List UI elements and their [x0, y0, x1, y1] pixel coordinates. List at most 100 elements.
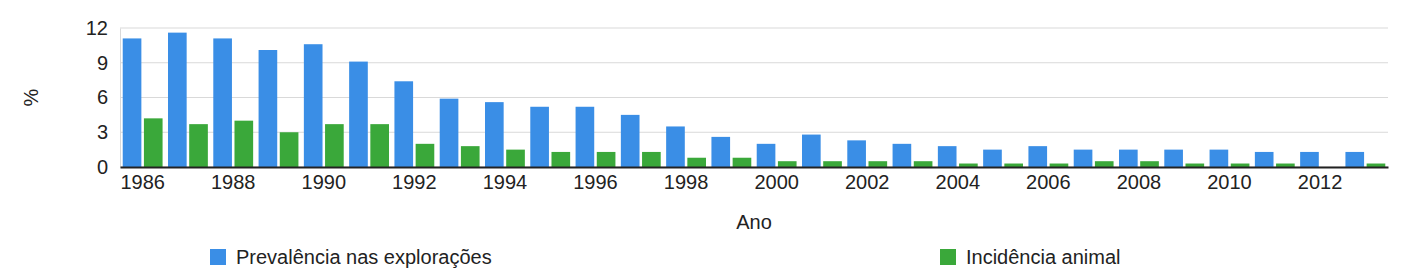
tick: 12	[86, 17, 120, 39]
tick-label: 1986	[120, 171, 165, 193]
legend-label: Prevalência nas explorações	[236, 246, 492, 268]
bar	[1164, 150, 1183, 167]
bar	[551, 152, 570, 167]
bar	[711, 137, 730, 167]
bar	[144, 118, 163, 167]
bar	[1300, 152, 1319, 167]
tick-label: 0	[97, 156, 108, 178]
grid-line	[120, 167, 1388, 168]
bar	[757, 144, 776, 167]
tick-label: 2006	[1026, 171, 1071, 193]
tick-label: 9	[97, 52, 108, 74]
tick: 1998	[664, 167, 709, 193]
tick: 9	[97, 52, 120, 74]
bar	[597, 152, 616, 167]
bar	[123, 38, 142, 167]
bar	[1255, 152, 1274, 167]
bar	[914, 161, 933, 167]
bar	[394, 81, 413, 167]
bar	[440, 99, 459, 167]
tick: 2002	[845, 167, 890, 193]
bar	[576, 107, 595, 167]
bar	[983, 150, 1002, 167]
bar	[461, 146, 480, 167]
bar	[778, 161, 797, 167]
y-axis-title: %	[20, 88, 42, 106]
bar	[370, 124, 389, 167]
bar	[280, 132, 299, 167]
tick: 2012	[1298, 167, 1343, 193]
legend: Prevalência nas explorações Incidência an…	[210, 246, 1121, 268]
bar	[666, 126, 685, 167]
bar	[1367, 164, 1386, 167]
bar	[189, 124, 208, 167]
bar	[1028, 146, 1047, 167]
legend-swatch	[940, 249, 956, 265]
bar	[485, 102, 504, 167]
bar	[259, 50, 278, 167]
tick: 1986	[120, 167, 165, 193]
bars	[123, 33, 1386, 167]
tick: 1988	[211, 167, 256, 193]
tick-label: 2010	[1207, 171, 1252, 193]
bar	[868, 161, 887, 167]
bar	[1050, 164, 1069, 167]
tick-label: 1988	[211, 171, 256, 193]
bar	[325, 124, 344, 167]
plot-area: 0 3 6 9 12 1986 1988 1990 1992 1994 1996 1998 2000 20…	[86, 17, 1389, 193]
tick: 1994	[483, 167, 528, 193]
tick-label: 2004	[936, 171, 981, 193]
bar	[847, 140, 866, 167]
bar	[530, 107, 549, 167]
bar	[1345, 152, 1364, 167]
bar	[506, 150, 525, 167]
tick: 2008	[1117, 167, 1162, 193]
bar	[1276, 164, 1295, 167]
series	[144, 118, 1385, 167]
tick-label: 6	[97, 86, 108, 108]
bar	[687, 158, 706, 167]
tick: 2004	[936, 167, 981, 193]
x-axis-title: Ano	[736, 211, 772, 233]
bar	[1074, 150, 1093, 167]
legend-item: Incidência animal	[940, 246, 1121, 268]
tick: 1996	[573, 167, 618, 193]
tick-label: 2002	[845, 171, 890, 193]
grid	[120, 28, 1388, 167]
bar	[168, 33, 187, 167]
tick-label: 3	[97, 121, 108, 143]
bar	[733, 158, 752, 167]
tick: 1992	[392, 167, 437, 193]
bar	[304, 44, 323, 167]
grid-line	[120, 28, 1388, 29]
tick: 2000	[754, 167, 799, 193]
bar	[213, 38, 232, 167]
bar	[1185, 164, 1204, 167]
bar	[1140, 161, 1159, 167]
tick: 1990	[302, 167, 347, 193]
y-axis: 0 3 6 9 12	[86, 17, 121, 178]
tick-label: 1992	[392, 171, 437, 193]
bar	[1210, 150, 1229, 167]
tick: 6	[97, 86, 120, 108]
bar	[893, 144, 912, 167]
bar	[1095, 161, 1114, 167]
series	[123, 33, 1364, 167]
bar	[349, 62, 368, 167]
tick-label: 1990	[302, 171, 347, 193]
tick-label: 1998	[664, 171, 709, 193]
bar	[621, 115, 640, 167]
bar	[1231, 164, 1250, 167]
tick: 0	[97, 156, 120, 178]
tick-label: 2000	[754, 171, 799, 193]
tick: 3	[97, 121, 120, 143]
tick: 2010	[1207, 167, 1252, 193]
bar	[802, 135, 821, 167]
legend-swatch	[210, 249, 226, 265]
legend-label: Incidência animal	[966, 246, 1121, 268]
chart: 0 3 6 9 12 1986 1988 1990 1992 1994 1996 1998 2000 20…	[0, 0, 1404, 279]
tick-label: 2008	[1117, 171, 1162, 193]
bar	[416, 144, 435, 167]
tick-label: 12	[86, 17, 108, 39]
tick-label: 1996	[573, 171, 618, 193]
